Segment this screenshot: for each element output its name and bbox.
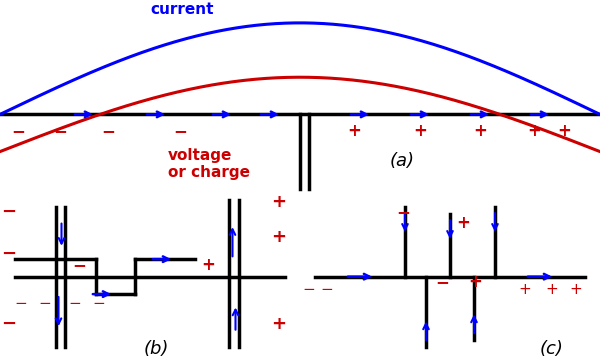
Text: −: − xyxy=(320,282,334,297)
Text: (b): (b) xyxy=(144,340,169,357)
Text: +: + xyxy=(473,122,487,140)
Text: −: − xyxy=(1,245,17,263)
Text: +: + xyxy=(557,122,571,140)
Text: −: − xyxy=(14,296,28,311)
Text: voltage
or charge: voltage or charge xyxy=(168,148,250,180)
Text: −: − xyxy=(1,203,17,221)
Text: −: − xyxy=(173,122,187,140)
Text: −: − xyxy=(53,122,67,140)
Text: −: − xyxy=(1,315,17,333)
Text: +: + xyxy=(527,122,541,140)
Text: +: + xyxy=(518,282,532,297)
Text: current: current xyxy=(150,2,214,17)
Text: +: + xyxy=(271,193,287,211)
Text: +: + xyxy=(468,273,482,291)
Text: −: − xyxy=(101,122,115,140)
Text: −: − xyxy=(92,296,106,311)
Text: −: − xyxy=(302,282,316,297)
Text: +: + xyxy=(201,256,215,274)
Text: (c): (c) xyxy=(540,340,564,357)
Text: +: + xyxy=(456,214,470,232)
Text: +: + xyxy=(271,315,287,333)
Text: −: − xyxy=(72,256,86,274)
Text: −: − xyxy=(435,273,449,291)
Text: −: − xyxy=(68,296,82,311)
Text: −: − xyxy=(11,122,25,140)
Text: +: + xyxy=(545,282,559,297)
Text: +: + xyxy=(347,122,361,140)
Text: −: − xyxy=(396,203,410,221)
Text: +: + xyxy=(569,282,583,297)
Text: +: + xyxy=(413,122,427,140)
Text: (a): (a) xyxy=(390,152,415,170)
Text: +: + xyxy=(271,228,287,246)
Text: −: − xyxy=(38,296,52,311)
